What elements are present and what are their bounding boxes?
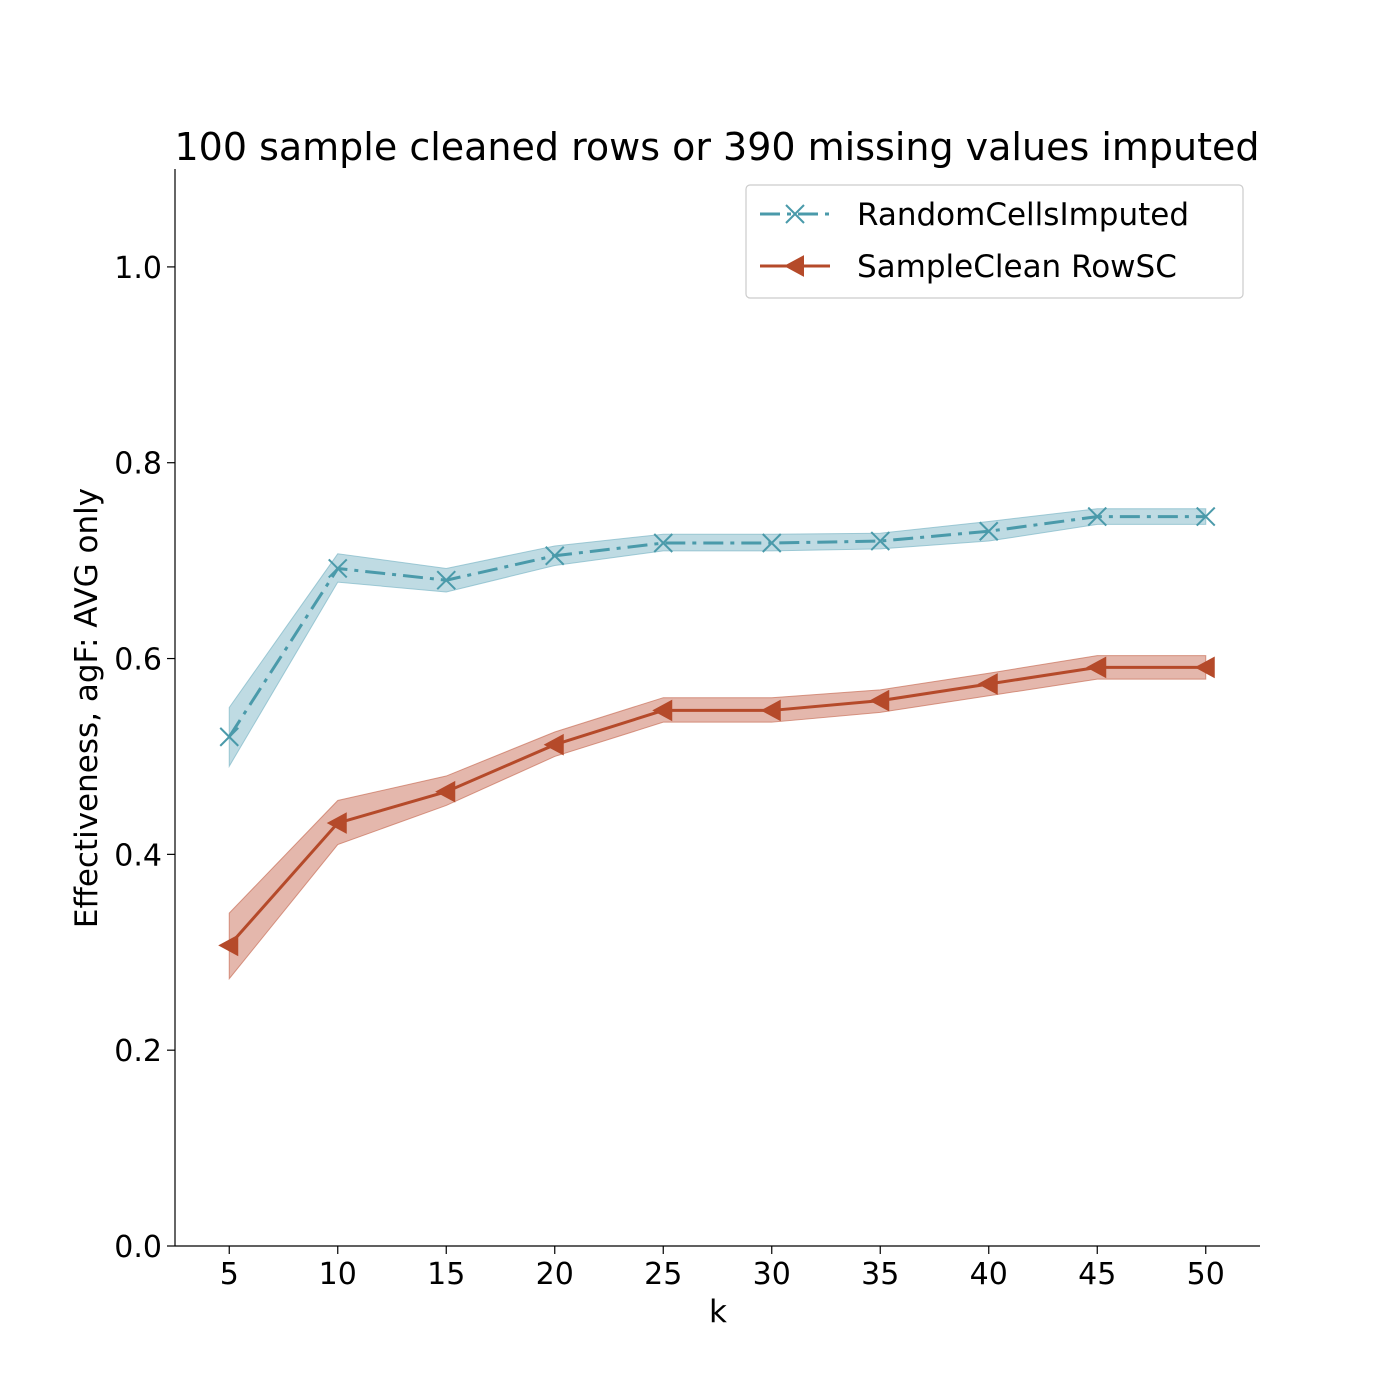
confidence-bands [228,508,1207,981]
legend-box [745,184,1244,299]
y-axis-label: Effectiveness, agF: AVG only [69,488,105,928]
x-tick-label: 45 [1078,1257,1116,1292]
legend-label-0: RandomCellsImputed [857,197,1189,233]
x-tick-label: 5 [220,1257,239,1292]
legend-marker-1 [783,255,804,277]
series-line-1 [228,665,1206,947]
data-point-series-0 [436,570,456,590]
data-point-series-0 [653,533,673,553]
series-lines [227,515,1206,947]
legend-items: RandomCellsImputed SampleClean RowSC [760,197,1189,285]
data-point-series-0 [870,531,890,551]
y-tick-label: 1.0 [114,251,162,286]
data-point-series-1 [869,689,890,712]
data-point-series-1 [218,934,239,957]
confidence-band-series-1 [228,655,1207,981]
y-tick-label: 0.0 [114,1230,162,1265]
data-point-series-0 [545,546,565,566]
x-tick-label: 20 [536,1257,574,1292]
x-tick-label: 50 [1187,1257,1225,1292]
x-tick-label: 15 [427,1257,465,1292]
data-point-series-1 [326,812,347,834]
y-tick-label: 0.4 [114,838,162,873]
legend: RandomCellsImputed SampleClean RowSC [745,184,1244,299]
data-point-series-1 [1194,656,1215,679]
x-tick-label: 10 [319,1257,357,1292]
y-tick-label: 0.2 [114,1034,162,1069]
legend-label-1: SampleClean RowSC [857,249,1177,285]
x-ticks: 5 10 15 20 25 30 35 40 45 50 [220,1246,1225,1292]
data-point-series-0 [979,521,999,541]
series-markers [218,506,1216,957]
data-point-series-1 [435,780,456,803]
data-point-series-1 [543,733,564,756]
y-tick-label: 0.6 [114,643,162,678]
series-line-0 [227,515,1206,738]
x-tick-label: 40 [970,1257,1008,1292]
x-tick-label: 35 [861,1257,899,1292]
data-point-series-1 [977,673,998,695]
y-ticks: 0.0 0.2 0.4 0.6 0.8 1.0 [114,251,175,1265]
data-point-series-0 [219,727,239,747]
data-point-series-0 [762,533,782,553]
x-tick-label: 25 [644,1257,682,1292]
axes: 5 10 15 20 25 30 35 40 45 50 0.0 0.2 0.4 0.6 0.8 1.0 [114,169,1260,1292]
x-tick-label: 30 [753,1257,791,1292]
data-point-series-0 [1196,506,1216,527]
legend-marker-0 [785,204,805,224]
chart-title: 100 sample cleaned rows or 390 missing v… [174,125,1259,169]
x-axis-label: k [709,1294,727,1330]
data-point-series-0 [1087,506,1107,527]
confidence-band-series-0 [228,508,1207,769]
data-point-series-0 [328,558,348,579]
data-point-series-1 [652,699,673,722]
y-tick-label: 0.8 [114,447,162,482]
data-point-series-1 [760,699,781,722]
data-point-series-1 [1086,656,1107,679]
